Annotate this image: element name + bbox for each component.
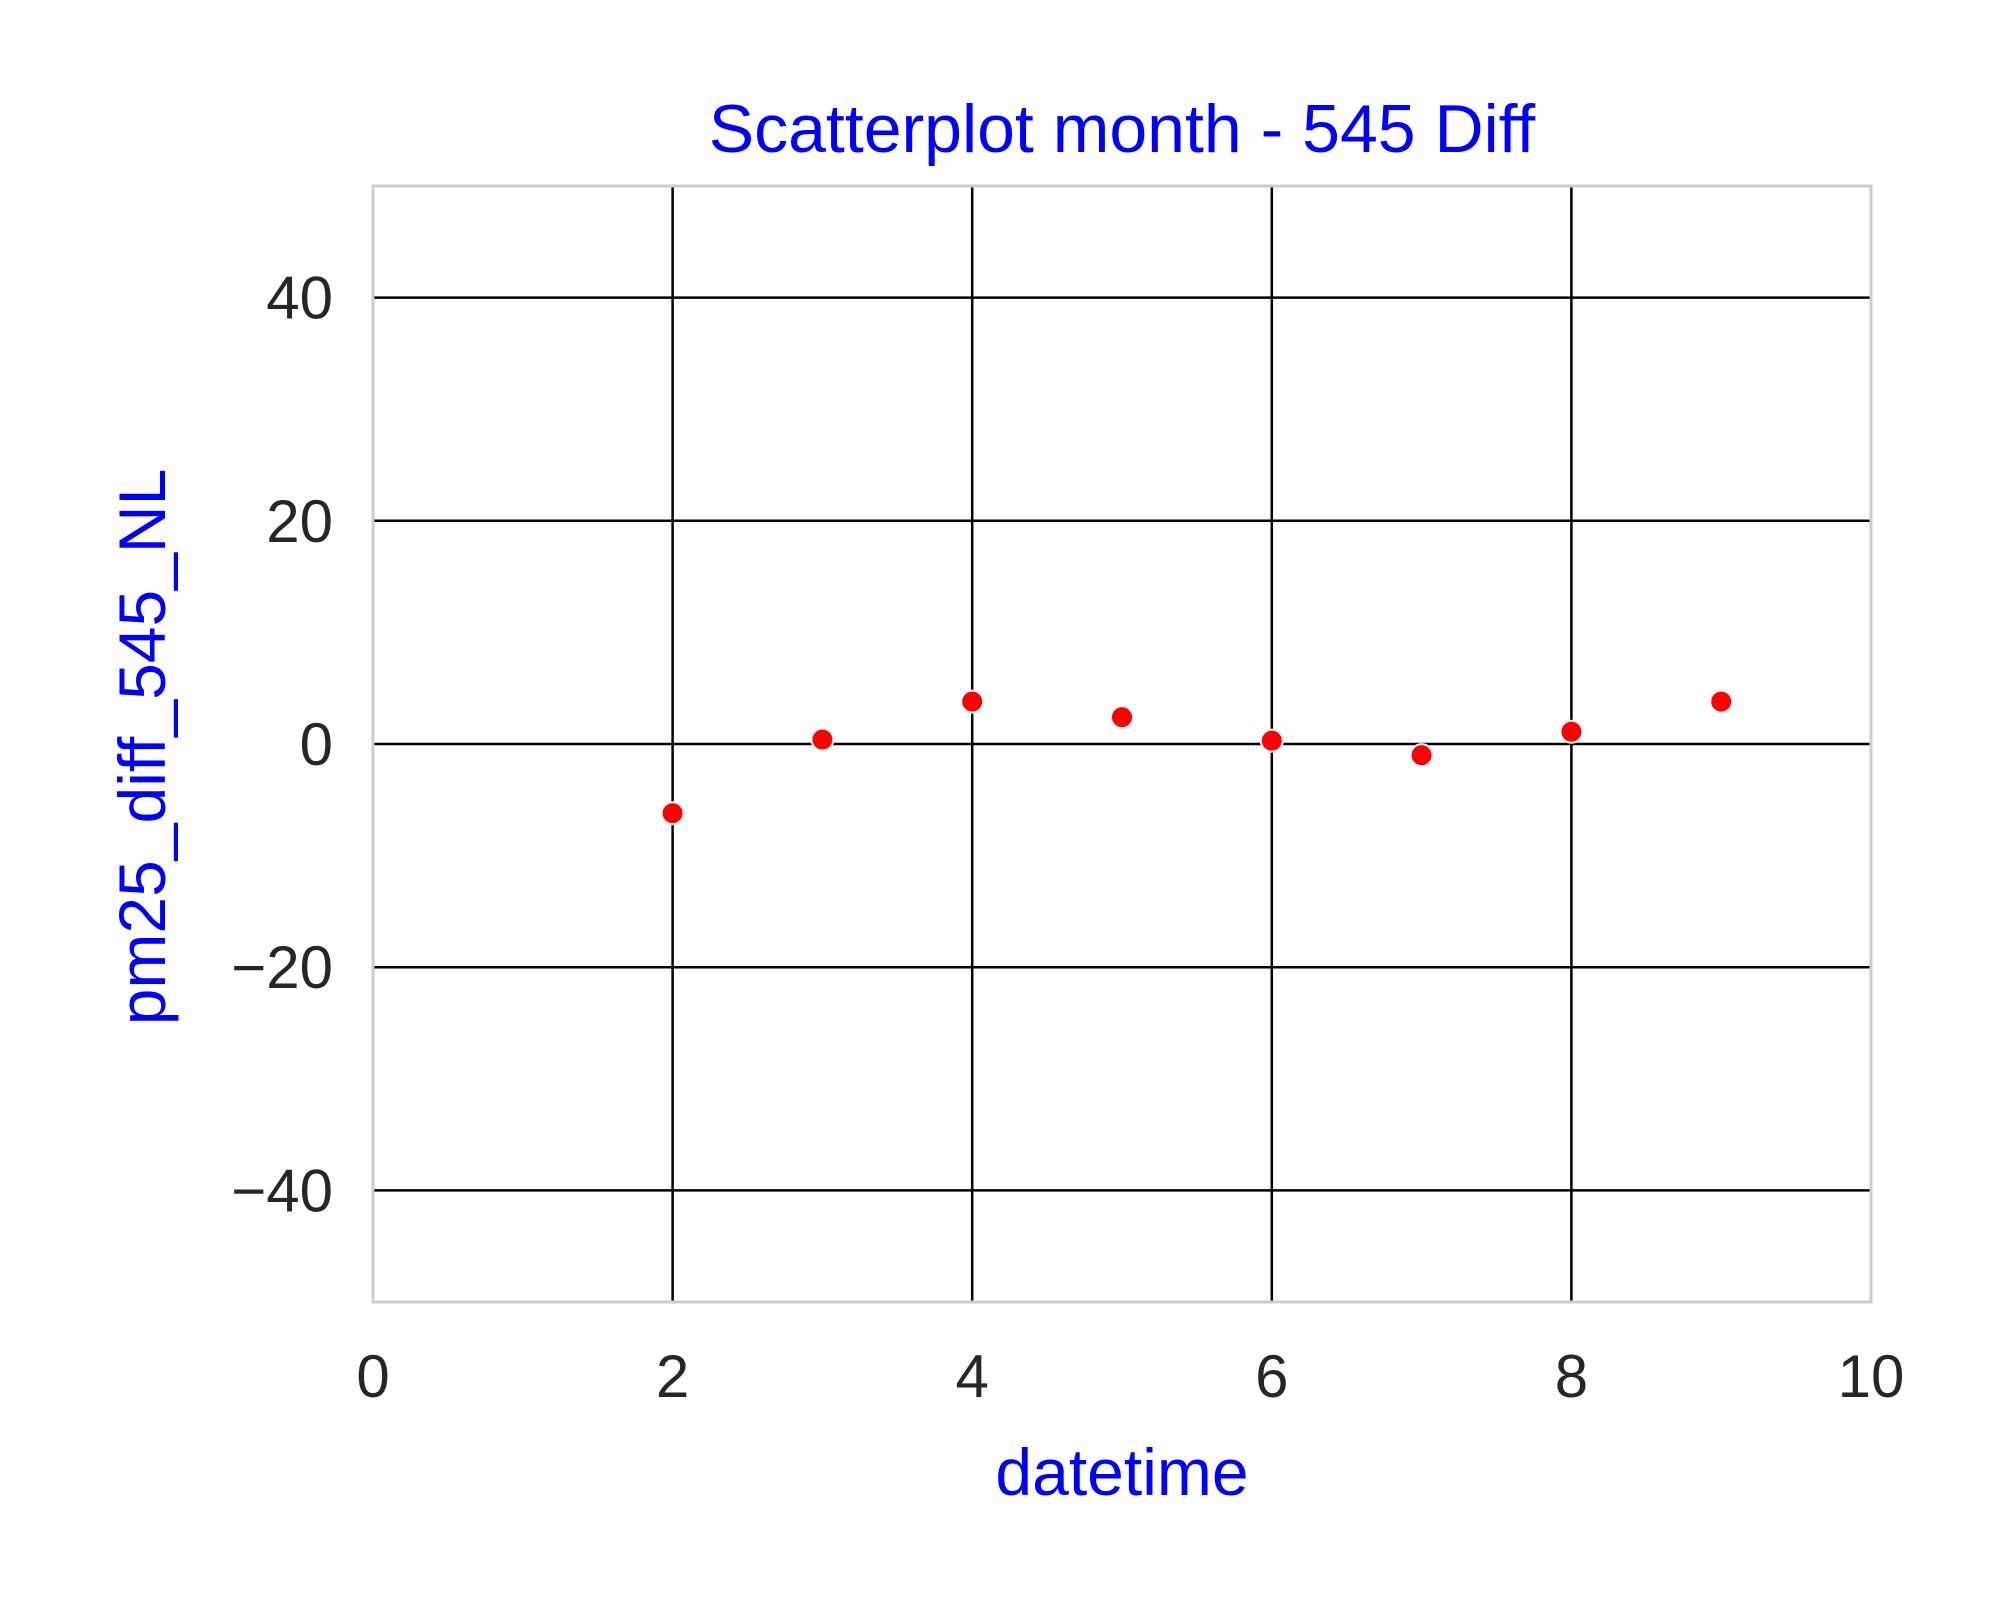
x-tick-label-8: 8 [1555,1343,1588,1410]
y-tick-label-1: −20 [231,934,333,1001]
y-tick-label-3: 20 [266,488,333,555]
data-point [1709,689,1734,714]
y-axis-title: pm25_diff_545_NL [105,469,179,1026]
x-tick-label-6: 6 [1255,1343,1288,1410]
x-axis-title: datetime [995,1435,1248,1509]
y-tick-label-4: 40 [266,265,333,332]
data-point [1259,728,1284,753]
y-tick-label-2: 0 [300,711,333,778]
x-tick-label-4: 4 [956,1343,989,1410]
plot-frame [371,184,1873,1304]
y-tick-labels: −40 −20 0 20 40 [231,265,333,1225]
data-points [660,689,1734,826]
y-tick-label-0: −40 [231,1157,333,1224]
chart-title: Scatterplot month - 545 Diff [709,91,1536,167]
x-tick-label-0: 0 [356,1343,389,1410]
x-tick-label-2: 2 [656,1343,689,1410]
grid-lines [373,186,1871,1302]
data-point [810,727,835,752]
x-tick-label-10: 10 [1838,1343,1905,1410]
data-point [1110,705,1134,730]
x-tick-labels: 0 2 4 6 8 10 [356,1343,1904,1410]
data-point [1409,743,1434,768]
data-point [1559,719,1584,744]
data-point [660,801,685,826]
data-point [960,689,985,714]
